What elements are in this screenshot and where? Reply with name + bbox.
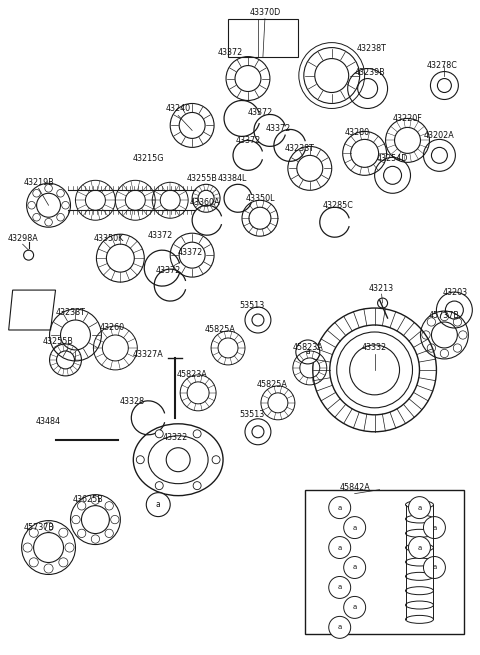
Circle shape	[344, 517, 366, 538]
Text: 43255B: 43255B	[43, 337, 74, 346]
Text: 43280: 43280	[345, 128, 370, 137]
Text: 43372: 43372	[265, 124, 290, 133]
Circle shape	[423, 517, 445, 538]
Text: a: a	[417, 504, 421, 511]
Text: 43372: 43372	[247, 108, 273, 117]
Text: 43328: 43328	[120, 398, 145, 406]
Text: 45825A: 45825A	[204, 326, 236, 335]
Text: 43372: 43372	[156, 266, 181, 274]
Text: 43322: 43322	[163, 433, 188, 442]
Text: 43215G: 43215G	[132, 154, 164, 163]
Circle shape	[329, 616, 351, 639]
Text: a: a	[352, 565, 357, 571]
Circle shape	[146, 493, 170, 517]
Text: 43332: 43332	[362, 343, 387, 352]
Text: 43372: 43372	[235, 136, 261, 145]
Text: 43350L: 43350L	[245, 194, 275, 203]
Text: 43327A: 43327A	[133, 350, 164, 360]
Text: a: a	[432, 525, 437, 531]
Text: 45823A: 45823A	[292, 343, 323, 352]
Text: 43372: 43372	[217, 48, 243, 57]
Circle shape	[408, 536, 431, 559]
Text: 43484: 43484	[36, 417, 61, 426]
Circle shape	[329, 576, 351, 599]
Text: a: a	[337, 544, 342, 551]
Text: 43370D: 43370D	[249, 8, 280, 17]
Circle shape	[344, 557, 366, 578]
Text: 43372: 43372	[148, 231, 173, 240]
Text: 43238T: 43238T	[357, 44, 386, 53]
Circle shape	[296, 340, 320, 364]
Text: a: a	[352, 605, 357, 610]
Text: 43220F: 43220F	[393, 114, 422, 123]
Text: 45842A: 45842A	[339, 483, 370, 492]
Circle shape	[193, 430, 201, 438]
Circle shape	[193, 481, 201, 490]
Text: 43238T: 43238T	[56, 308, 85, 316]
Text: a: a	[156, 500, 161, 509]
Circle shape	[408, 496, 431, 519]
Text: 43384L: 43384L	[217, 174, 247, 183]
Circle shape	[344, 597, 366, 618]
Bar	[305, 490, 464, 634]
Text: a: a	[432, 565, 437, 571]
Text: 43240: 43240	[166, 104, 191, 113]
Text: 45737B: 45737B	[23, 523, 54, 532]
Text: 43260: 43260	[100, 324, 125, 333]
Text: 43255B: 43255B	[187, 174, 217, 183]
Circle shape	[423, 557, 445, 578]
Text: 43203: 43203	[443, 288, 468, 297]
Text: a: a	[337, 624, 342, 630]
Circle shape	[329, 536, 351, 559]
Circle shape	[155, 481, 163, 490]
Text: 45825A: 45825A	[256, 381, 288, 389]
Text: a: a	[337, 504, 342, 511]
Circle shape	[155, 430, 163, 438]
Circle shape	[329, 496, 351, 519]
Text: a: a	[417, 544, 421, 551]
Text: 43298A: 43298A	[7, 234, 38, 243]
Text: 43238T: 43238T	[285, 144, 315, 153]
Text: 43350K: 43350K	[93, 234, 123, 243]
Text: 43213: 43213	[369, 284, 394, 293]
Text: 45737B: 45737B	[429, 310, 460, 320]
Text: 43219B: 43219B	[23, 178, 54, 187]
Circle shape	[136, 456, 144, 464]
Text: 43285C: 43285C	[322, 201, 353, 210]
Text: 43239B: 43239B	[354, 68, 385, 77]
Text: 45823A: 45823A	[177, 370, 207, 379]
Text: 53513: 53513	[240, 301, 264, 310]
Text: 43278C: 43278C	[427, 61, 458, 70]
Bar	[228, 18, 298, 56]
Text: 43372: 43372	[178, 248, 203, 257]
Text: 43625B: 43625B	[73, 495, 104, 504]
Text: 43202A: 43202A	[424, 131, 455, 140]
Text: a: a	[352, 525, 357, 531]
Text: a: a	[337, 584, 342, 590]
Text: 43360A: 43360A	[190, 198, 220, 207]
Circle shape	[212, 456, 220, 464]
Text: 43254D: 43254D	[377, 154, 408, 163]
Text: a: a	[305, 347, 310, 356]
Text: 53513: 53513	[240, 410, 264, 419]
